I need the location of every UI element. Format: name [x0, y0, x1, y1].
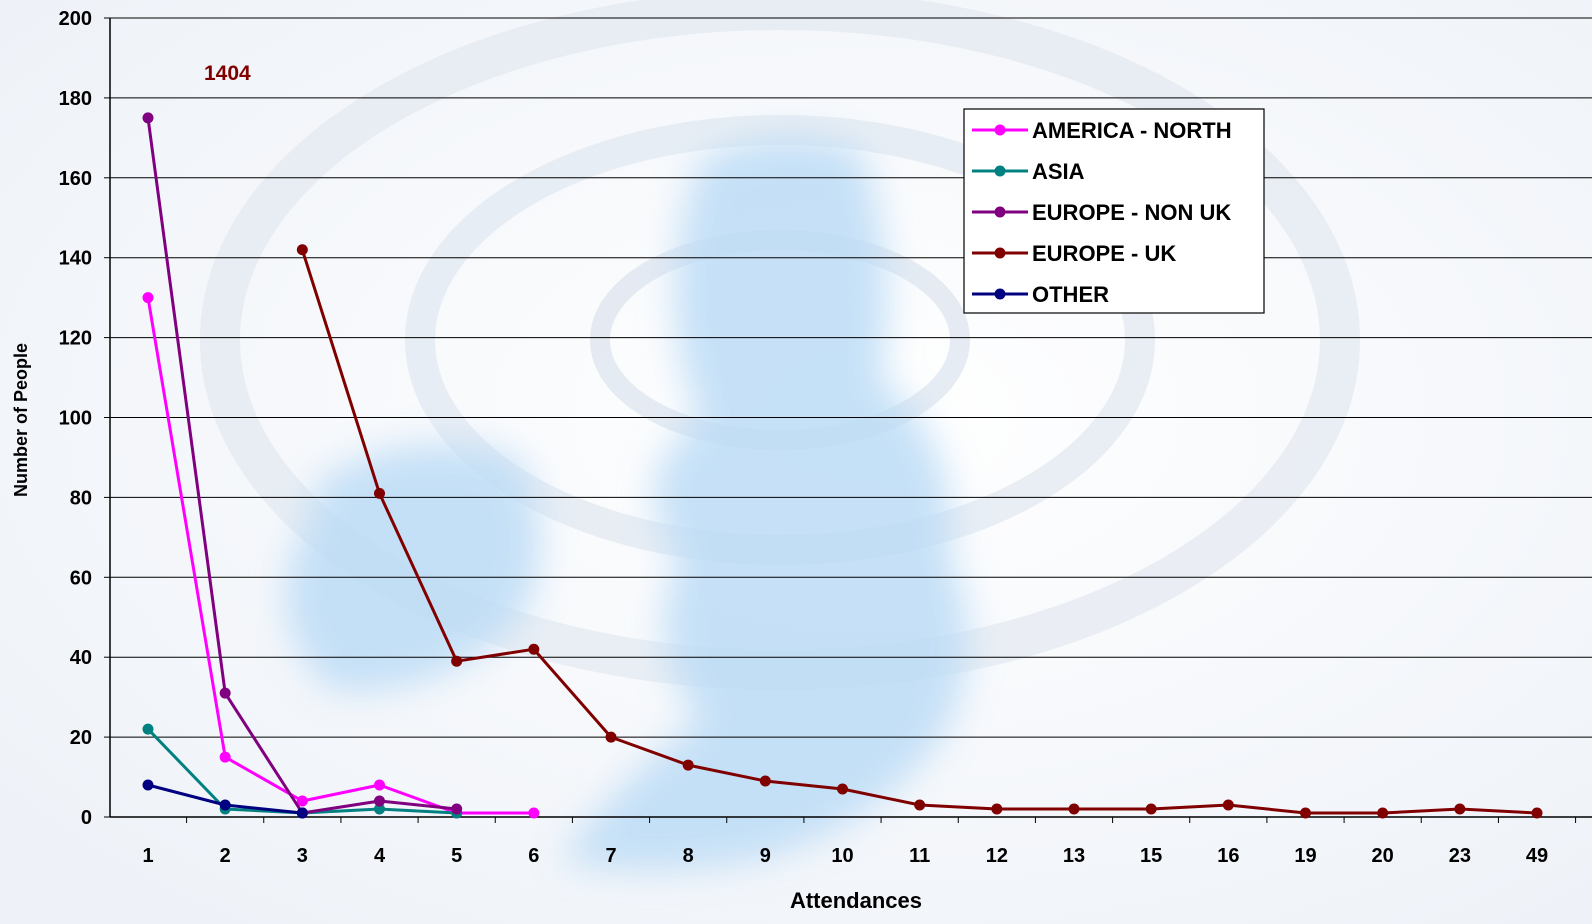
data-point [142, 112, 154, 124]
x-tick-label: 3 [297, 845, 308, 867]
y-axis-label: Number of People [11, 343, 31, 497]
x-tick-label: 49 [1526, 845, 1548, 867]
series [142, 112, 1543, 819]
x-tick-label: 13 [1063, 845, 1085, 867]
y-tick-label: 0 [81, 807, 92, 829]
annotation-label: 1404 [204, 62, 251, 85]
series-line [146, 297, 534, 815]
data-point [374, 795, 385, 807]
x-tick-label: 7 [605, 845, 616, 867]
legend-item: EUROPE - NON UK [972, 200, 1231, 225]
data-point [759, 775, 771, 787]
data-point [451, 655, 463, 667]
x-tick-label: 15 [1140, 845, 1162, 867]
x-tick-label: 10 [831, 845, 853, 867]
x-tick-label: 11 [909, 845, 930, 867]
y-tick-label: 200 [59, 8, 92, 30]
data-point [991, 803, 1003, 815]
y-tick-label: 60 [70, 567, 92, 589]
data-point [296, 795, 308, 807]
x-tick-label: 4 [374, 845, 386, 867]
y-tick-label: 120 [59, 328, 92, 350]
x-tick-label: 20 [1372, 845, 1394, 867]
legend-label: ASIA [1032, 159, 1085, 184]
x-tick-label: 19 [1294, 845, 1316, 867]
legend-item: AMERICA - NORTH [972, 118, 1232, 143]
y-tick-label: 40 [70, 647, 92, 669]
x-tick-label: 2 [220, 845, 231, 867]
data-point [1531, 807, 1543, 819]
data-point [374, 803, 385, 815]
data-point [219, 799, 231, 811]
data-point [1145, 803, 1157, 815]
legend-label: AMERICA - NORTH [1032, 118, 1232, 143]
x-axis-label: Attendances [790, 888, 922, 913]
legend: AMERICA - NORTH ASIA EUROPE - NON UK EUROPE… [963, 108, 1265, 314]
data-point [142, 779, 154, 791]
legend-swatch-marker [994, 288, 1006, 300]
x-tick-label: 23 [1449, 845, 1471, 867]
x-tick-label: 1 [142, 845, 153, 867]
legend-item: EUROPE - UK [972, 241, 1176, 266]
data-point [1300, 807, 1311, 819]
y-tick-label: 80 [70, 487, 92, 509]
x-tick-label: 12 [986, 845, 1008, 867]
data-point [142, 292, 154, 304]
legend-swatch-marker [994, 165, 1006, 177]
x-tick-label: 16 [1217, 845, 1239, 867]
y-tick-label: 100 [59, 408, 92, 430]
data-point [451, 803, 463, 815]
y-tick-label: 180 [59, 88, 92, 110]
y-tick-label: 140 [59, 248, 92, 270]
legend-label: EUROPE - UK [1032, 241, 1176, 266]
data-point [605, 731, 617, 743]
data-point [1222, 799, 1234, 811]
data-point [374, 487, 385, 499]
data-point [528, 807, 540, 819]
data-point [296, 244, 308, 256]
legend-swatch-marker [994, 247, 1006, 259]
data-point [1068, 803, 1080, 815]
legend-swatch-marker [994, 206, 1006, 218]
legend-label: OTHER [1032, 282, 1109, 307]
x-tick-label: 9 [760, 845, 771, 867]
data-point [219, 687, 231, 699]
series-other [142, 779, 308, 819]
data-point [528, 643, 540, 655]
data-point [914, 799, 926, 811]
data-point [1377, 807, 1389, 819]
data-point [142, 723, 154, 735]
x-tick-label: 8 [683, 845, 694, 867]
data-point [682, 759, 694, 771]
x-tick-label: 5 [451, 845, 462, 867]
series-europe-uk [296, 244, 1543, 819]
legend-item: ASIA [972, 159, 1085, 184]
data-point [1454, 803, 1466, 815]
y-tick-label: 160 [59, 168, 92, 190]
data-point [374, 779, 385, 791]
data-point [219, 751, 231, 763]
x-tick-label: 6 [528, 845, 539, 867]
data-point [296, 807, 308, 819]
legend-item: OTHER [972, 282, 1109, 307]
axes [104, 17, 1592, 823]
y-tick-label: 20 [70, 727, 92, 749]
legend-label: EUROPE - NON UK [1032, 200, 1231, 225]
legend-swatch-marker [994, 124, 1006, 136]
data-point [837, 783, 848, 795]
